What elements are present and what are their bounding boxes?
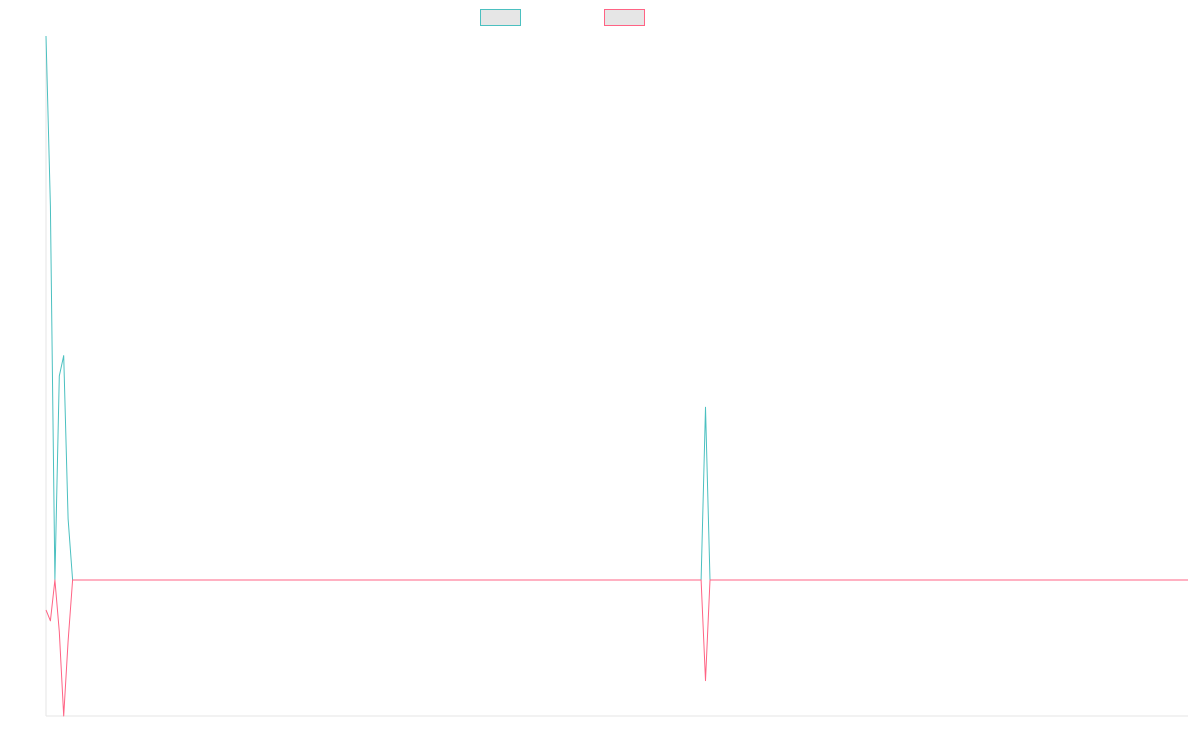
series-line-2 bbox=[45, 579, 1188, 717]
legend-swatch-1[interactable] bbox=[480, 9, 521, 26]
series-layer bbox=[45, 35, 1188, 717]
series-line-1 bbox=[45, 35, 1188, 581]
chart-axes bbox=[45, 36, 1188, 717]
legend bbox=[480, 9, 645, 26]
legend-swatch-2[interactable] bbox=[604, 9, 645, 26]
